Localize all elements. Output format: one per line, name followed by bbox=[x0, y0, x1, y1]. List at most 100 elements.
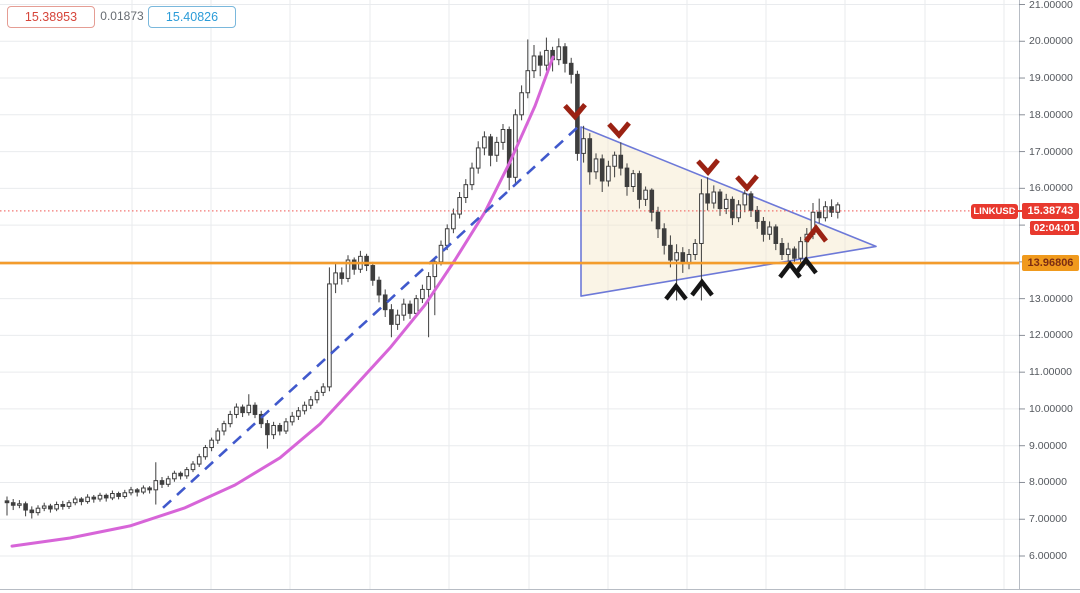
candle bbox=[289, 411, 295, 426]
level-price-badge[interactable]: 13.96806 bbox=[1022, 255, 1079, 271]
candle bbox=[128, 486, 134, 496]
price-axis-label: 7.00000 bbox=[1029, 513, 1067, 526]
candle bbox=[327, 267, 332, 392]
candle bbox=[97, 492, 103, 502]
candle bbox=[705, 177, 710, 211]
candle bbox=[407, 300, 413, 319]
price-axis-label: 10.00000 bbox=[1029, 402, 1073, 415]
candle bbox=[153, 462, 159, 505]
candle bbox=[463, 179, 469, 204]
gridlines bbox=[0, 0, 1019, 589]
parabolic-curve-drawing[interactable] bbox=[10, 55, 555, 548]
price-axis-label: 16.00000 bbox=[1029, 182, 1073, 195]
candle bbox=[655, 206, 661, 238]
candle bbox=[54, 501, 59, 512]
candle bbox=[246, 394, 252, 416]
quote-badges: 15.38953 0.01873 15.40826 bbox=[0, 0, 260, 34]
candle bbox=[798, 236, 803, 262]
candle bbox=[116, 491, 121, 500]
candle bbox=[370, 261, 376, 286]
candle bbox=[779, 237, 785, 261]
symbol-badge-connector bbox=[1014, 210, 1024, 212]
candle bbox=[401, 298, 407, 321]
bar-countdown-badge: 02:04:01 bbox=[1030, 221, 1079, 235]
candle bbox=[141, 485, 146, 495]
candle bbox=[525, 39, 531, 99]
candle bbox=[488, 133, 493, 167]
candle bbox=[451, 208, 456, 234]
candle bbox=[308, 396, 314, 409]
candle bbox=[221, 420, 227, 436]
candle bbox=[172, 470, 177, 482]
candle bbox=[314, 389, 320, 404]
candle bbox=[110, 490, 115, 501]
candle bbox=[134, 487, 140, 497]
candle bbox=[692, 239, 698, 261]
buy-price-badge[interactable]: 15.40826 bbox=[148, 6, 236, 28]
candle bbox=[568, 57, 574, 84]
candle bbox=[196, 453, 202, 468]
candle bbox=[29, 506, 35, 519]
candle bbox=[531, 44, 537, 79]
candle bbox=[258, 410, 264, 429]
candle bbox=[593, 153, 599, 180]
candle bbox=[599, 154, 605, 193]
candle bbox=[469, 162, 475, 191]
candle bbox=[506, 126, 512, 191]
candle bbox=[302, 401, 307, 415]
arrow-down-icon bbox=[607, 121, 631, 139]
spread-value: 0.01873 bbox=[100, 9, 144, 23]
candle bbox=[606, 160, 611, 187]
candle bbox=[17, 500, 22, 509]
candle bbox=[630, 169, 636, 193]
arrow-down-icon bbox=[696, 158, 720, 176]
candle bbox=[612, 151, 617, 178]
candle bbox=[792, 246, 797, 264]
price-axis-label: 13.00000 bbox=[1029, 292, 1073, 305]
candle bbox=[41, 502, 47, 512]
candle bbox=[23, 501, 28, 517]
candle bbox=[165, 475, 171, 487]
candle bbox=[829, 199, 834, 218]
candle bbox=[457, 192, 462, 219]
candle bbox=[643, 186, 648, 206]
candle bbox=[773, 224, 779, 251]
candle bbox=[103, 493, 109, 502]
sell-price-badge[interactable]: 15.38953 bbox=[7, 6, 95, 28]
candle bbox=[4, 496, 10, 516]
candle bbox=[79, 497, 84, 506]
candle bbox=[339, 267, 345, 285]
candle bbox=[581, 125, 586, 163]
price-axis-label: 6.00000 bbox=[1029, 550, 1067, 562]
price-axis-label: 18.00000 bbox=[1029, 108, 1073, 121]
arrow-up-black-icon bbox=[794, 256, 818, 275]
candle bbox=[48, 503, 53, 513]
candle bbox=[333, 263, 338, 294]
candle bbox=[178, 471, 183, 480]
candle bbox=[649, 188, 655, 222]
candle bbox=[661, 223, 667, 255]
candle bbox=[624, 163, 630, 196]
candle bbox=[537, 51, 543, 77]
candle bbox=[500, 123, 506, 150]
candle bbox=[190, 461, 196, 473]
candle bbox=[159, 476, 165, 488]
candle bbox=[240, 404, 245, 418]
last-price-badge: 15.38743 bbox=[1022, 203, 1079, 219]
candle bbox=[277, 422, 283, 436]
arrow-up-black-icon bbox=[690, 278, 714, 297]
candle bbox=[320, 383, 326, 397]
candle bbox=[60, 500, 66, 510]
price-axis-label: 8.00000 bbox=[1029, 476, 1067, 489]
candle bbox=[147, 486, 152, 494]
candle bbox=[475, 141, 481, 174]
arrow-up-black-icon bbox=[664, 282, 688, 301]
price-axis-label: 21.00000 bbox=[1029, 0, 1073, 11]
candle bbox=[215, 428, 221, 444]
candle bbox=[761, 217, 766, 242]
arrow-up-red-icon bbox=[804, 223, 828, 243]
candle bbox=[711, 185, 717, 209]
candle bbox=[382, 289, 388, 318]
